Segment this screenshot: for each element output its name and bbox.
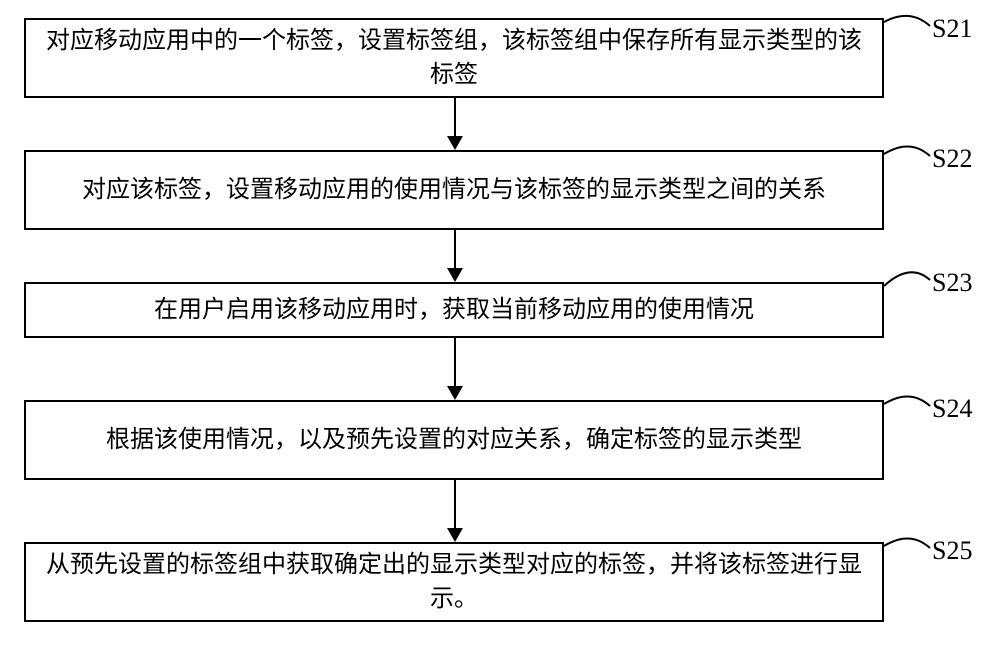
step-label-s25: S25 xyxy=(932,536,972,566)
step-label-text: S24 xyxy=(932,394,972,423)
step-label-text: S25 xyxy=(932,536,972,565)
step-label-text: S23 xyxy=(932,268,972,297)
step-label-s24: S24 xyxy=(932,394,972,424)
leader-s25 xyxy=(0,0,1000,661)
step-label-text: S22 xyxy=(932,144,972,173)
step-label-s23: S23 xyxy=(932,268,972,298)
flowchart-canvas: 对应移动应用中的一个标签，设置标签组，该标签组中保存所有显示类型的该标签 对应该… xyxy=(0,0,1000,661)
step-label-text: S21 xyxy=(932,14,972,43)
step-label-s21: S21 xyxy=(932,14,972,44)
step-label-s22: S22 xyxy=(932,144,972,174)
